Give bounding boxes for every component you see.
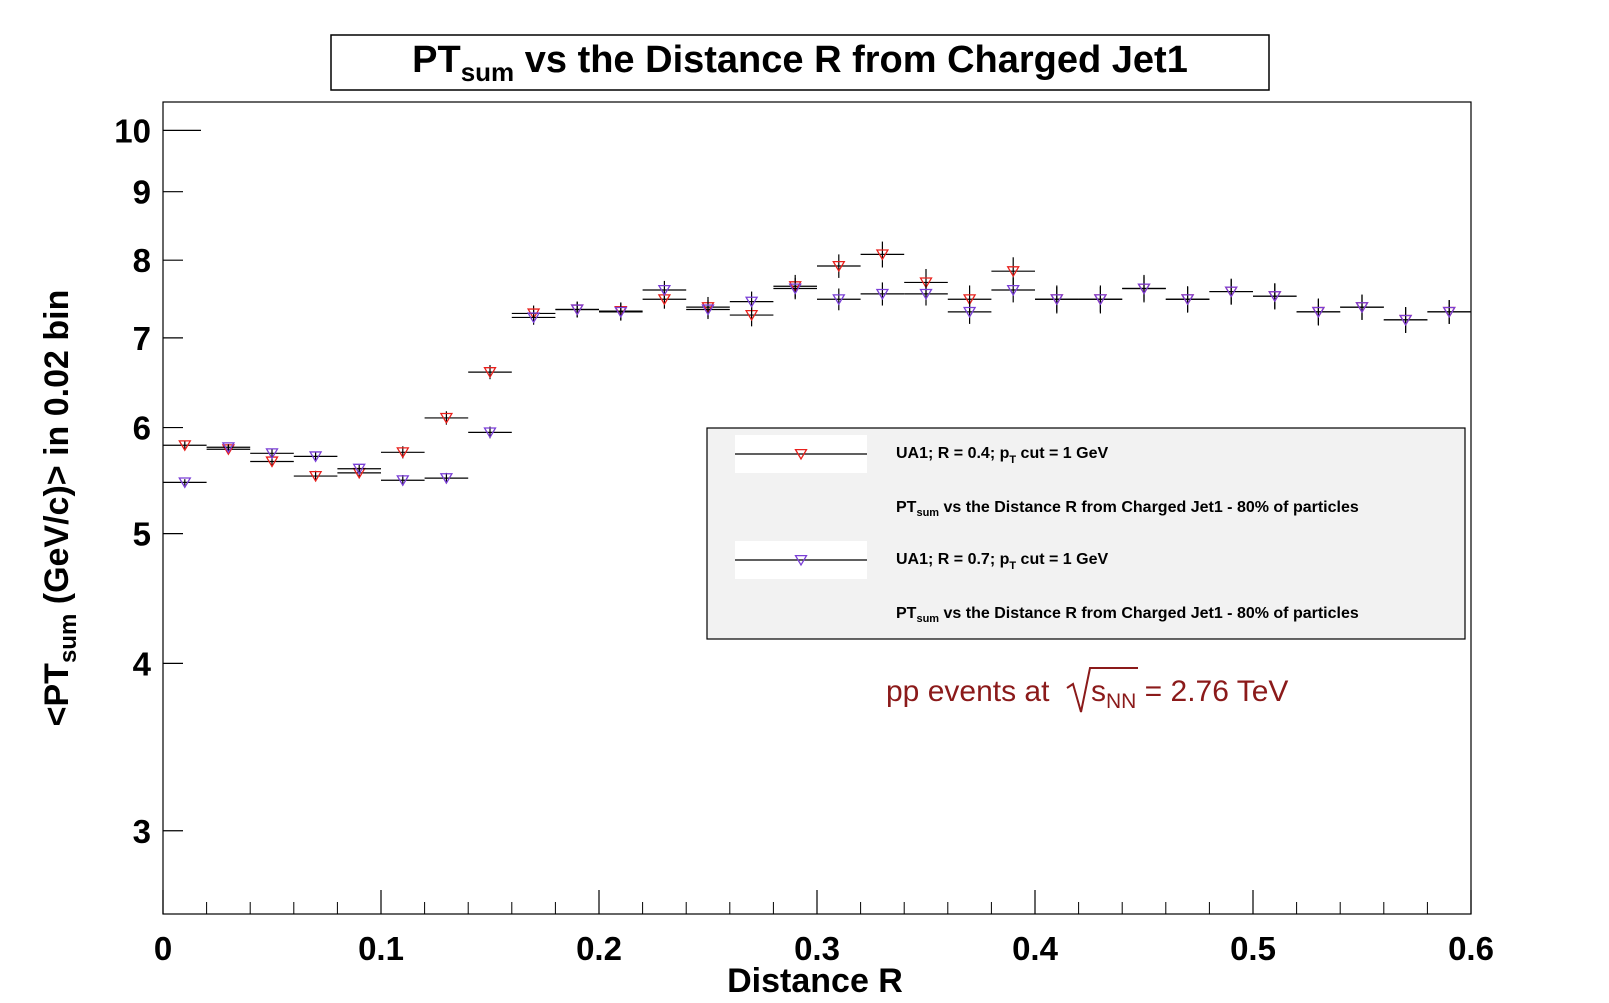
- energy-annotation: pp events at sNN = 2.76 TeV: [886, 667, 1288, 713]
- sqrt-symbol: [1066, 667, 1138, 713]
- legend-note-r04: PTsum vs the Distance R from Charged Jet…: [896, 499, 1359, 519]
- x-tick-label: 0: [154, 930, 172, 967]
- data-point: [657, 284, 672, 297]
- data-point: [614, 306, 628, 319]
- y-tick-label: 7: [133, 320, 151, 357]
- data-point: [483, 367, 497, 379]
- y-tick-label: 9: [133, 174, 151, 211]
- data-point: [962, 294, 977, 306]
- legend-label-r07: UA1; R = 0.7; pT cut = 1 GeV: [896, 551, 1108, 572]
- data-point: [526, 312, 541, 324]
- data-point: [178, 440, 192, 452]
- data-point: [919, 288, 933, 301]
- y-tick-label: 5: [133, 516, 151, 553]
- data-point: [439, 473, 454, 485]
- data-point: [1050, 294, 1064, 306]
- legend-marker: [794, 448, 808, 461]
- data-point: [396, 447, 410, 459]
- legend-marker-r07: [794, 554, 808, 567]
- data-point: [352, 463, 366, 475]
- x-tick-label: 0.4: [1012, 930, 1059, 967]
- y-tick-label: 8: [133, 242, 151, 279]
- legend-marker-r04: [794, 448, 808, 461]
- series-layer: [163, 241, 1471, 489]
- data-point: [1180, 294, 1195, 306]
- annotation-energy: sNN = 2.76 TeV: [1091, 675, 1288, 713]
- data-point: [483, 427, 497, 439]
- data-point: [1224, 286, 1238, 298]
- data-point: [570, 304, 584, 316]
- chart-title-box: [330, 34, 1270, 91]
- data-point: [701, 304, 715, 316]
- x-tick-label: 0.3: [794, 930, 840, 967]
- x-tick-label: 0.2: [576, 930, 622, 967]
- data-point: [308, 451, 323, 463]
- data-point: [832, 260, 846, 273]
- data-point: [526, 308, 541, 320]
- data-point: [832, 294, 846, 306]
- y-tick-label: 6: [133, 410, 151, 447]
- data-point: [1442, 306, 1456, 319]
- data-point: [1006, 284, 1020, 297]
- data-point: [1137, 283, 1151, 295]
- chart-title: PTsum vs the Distance R from Charged Jet…: [412, 39, 1188, 87]
- data-point: [308, 470, 323, 483]
- legend-note-r07: PTsum vs the Distance R from Charged Jet…: [896, 605, 1359, 625]
- data-point: [1398, 314, 1413, 327]
- x-axis-title: Distance R: [727, 962, 903, 1000]
- y-tick-label: 10: [114, 112, 151, 149]
- data-point: [439, 412, 454, 425]
- data-point: [962, 306, 977, 319]
- data-point: [744, 296, 759, 308]
- x-tick-label: 0.1: [358, 930, 404, 967]
- data-point: [1006, 266, 1020, 278]
- data-point: [919, 277, 933, 289]
- y-axis-title: <PTsum (GeV/c)> in 0.02 bin: [38, 290, 82, 727]
- data-point: [1355, 302, 1369, 314]
- y-tick-label: 4: [133, 645, 152, 682]
- data-point: [875, 288, 890, 301]
- legend-marker: [794, 554, 808, 567]
- data-point: [396, 475, 410, 487]
- legend-label-r04: UA1; R = 0.4; pT cut = 1 GeV: [896, 445, 1108, 466]
- data-point: [178, 477, 192, 489]
- series-r07: [163, 276, 1471, 489]
- y-tick-label: 3: [133, 813, 151, 850]
- data-point: [1268, 291, 1282, 303]
- data-point: [265, 448, 279, 460]
- x-tick-label: 0.5: [1230, 930, 1276, 967]
- data-point: [875, 249, 890, 261]
- legend: UA1; R = 0.4; pT cut = 1 GeV PTsum vs th…: [706, 427, 1466, 640]
- data-point: [788, 283, 802, 295]
- data-point: [1311, 306, 1326, 319]
- x-tick-label: 0.6: [1448, 930, 1494, 967]
- axes: 0 0.1 0.2 0.3 0.4 0.5 0.6 3 4 5 6 7 8 9 10: [114, 112, 1494, 967]
- data-point: [1093, 294, 1108, 306]
- annotation-text: pp events at: [886, 675, 1050, 708]
- data-point: [221, 442, 236, 454]
